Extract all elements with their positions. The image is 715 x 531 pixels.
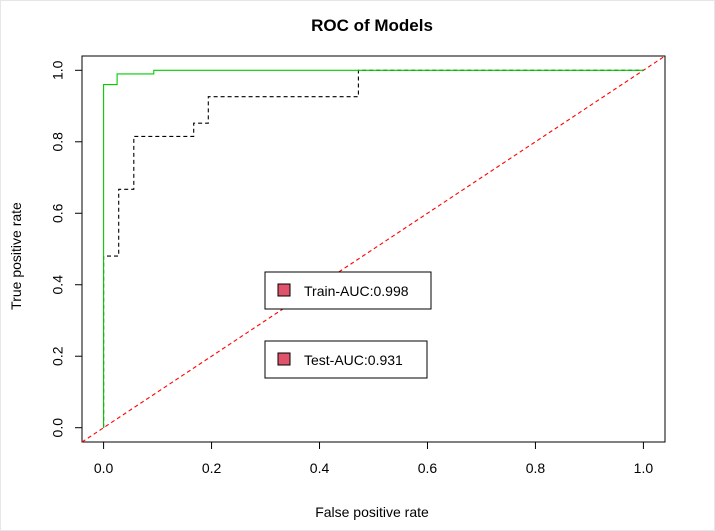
x-tick-label: 0.6: [418, 460, 438, 476]
x-tick-label: 0.8: [526, 460, 546, 476]
legend-train: Train-AUC:0.998: [264, 271, 432, 310]
series-line-train: [103, 69, 644, 428]
y-axis-label: True positive rate: [8, 202, 24, 310]
legend-box-train: [264, 271, 432, 310]
x-tick-label: 0.0: [94, 460, 114, 476]
x-tick-label: 1.0: [634, 460, 654, 476]
legend-box-test: [264, 340, 428, 379]
y-tick-label: 1.0: [50, 60, 66, 80]
axis-ticks: 0.0 0.2 0.4 0.6 0.8 1.0 0.0 0.2 0.4 0.6 0.8 1.0: [50, 60, 654, 476]
series-line-reference: [81, 55, 666, 443]
x-tick-label: 0.4: [310, 460, 330, 476]
chart-title: ROC of Models: [311, 16, 433, 35]
legend-swatch-train: [277, 283, 291, 297]
y-tick-label: 0.0: [50, 418, 66, 438]
y-tick-label: 0.6: [50, 203, 66, 223]
legend-label-test: Test-AUC:0.931: [304, 352, 403, 368]
y-tick-label: 0.4: [50, 275, 66, 295]
roc-curves: [81, 55, 666, 443]
x-tick-label: 0.2: [202, 460, 222, 476]
legend-label-train: Train-AUC:0.998: [304, 283, 409, 299]
series-line-test: [103, 69, 644, 428]
legend-swatch-test: [277, 352, 291, 366]
x-axis-label: False positive rate: [315, 504, 429, 520]
plot-box: [81, 55, 666, 443]
y-tick-label: 0.8: [50, 132, 66, 152]
legend-test: Test-AUC:0.931: [264, 340, 428, 379]
y-tick-label: 0.2: [50, 346, 66, 366]
